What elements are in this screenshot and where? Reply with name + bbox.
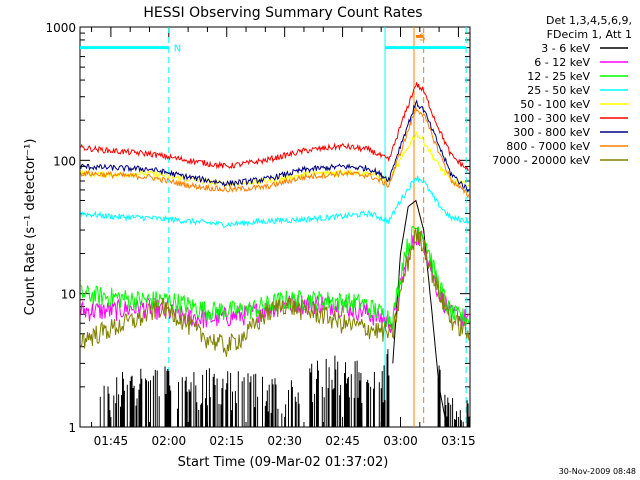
series-line bbox=[80, 225, 470, 330]
y-tick-label: 10 bbox=[61, 288, 76, 302]
series-trace bbox=[80, 227, 470, 357]
axis-ticks: 1 10 100 1000 01:45 02:00 02:15 02:30 02:45 03:00… bbox=[45, 21, 475, 448]
series-line bbox=[80, 106, 470, 199]
x-tick-label: 02:15 bbox=[209, 434, 244, 448]
series-trace bbox=[80, 99, 470, 194]
legend-item-label: 12 - 25 keV bbox=[527, 70, 590, 83]
series-group bbox=[80, 82, 470, 428]
legend-item-label: 7000 - 20000 keV bbox=[492, 154, 590, 167]
chart-title: HESSI Observing Summary Count Rates bbox=[143, 5, 422, 21]
series-line bbox=[392, 199, 448, 428]
legend-item-label: 6 - 12 keV bbox=[534, 56, 590, 69]
y-tick-label: 100 bbox=[53, 154, 76, 168]
legend-item-label: 100 - 300 keV bbox=[513, 112, 590, 125]
legend-item-label: 800 - 7000 keV bbox=[506, 140, 590, 153]
series-line bbox=[80, 227, 470, 357]
x-tick-label: 02:00 bbox=[152, 434, 187, 448]
x-tick-label: 03:00 bbox=[383, 434, 418, 448]
legend-item-label: 50 - 100 keV bbox=[520, 98, 590, 111]
legend-header-line-2: FDecim 1, Att 1 bbox=[547, 28, 632, 41]
annotation-label: S bbox=[419, 32, 425, 43]
x-tick-label: 02:45 bbox=[325, 434, 360, 448]
series-line bbox=[80, 229, 470, 333]
x-tick-label: 02:30 bbox=[267, 434, 302, 448]
x-axis-label: Start Time (09-Mar-02 01:37:02) bbox=[178, 455, 389, 470]
y-tick-label: 1 bbox=[68, 421, 76, 435]
legend: Det 1,3,4,5,6,9, FDecim 1, Att 1 3 - 6 k… bbox=[492, 14, 632, 167]
y-tick-label: 1000 bbox=[45, 21, 76, 35]
legend-item-label: 3 - 6 keV bbox=[541, 42, 590, 55]
annotation-label: N bbox=[174, 44, 181, 55]
series-spikes bbox=[99, 349, 470, 427]
annotations: NS bbox=[80, 27, 467, 427]
series-line bbox=[80, 82, 470, 171]
plot-frame bbox=[79, 26, 471, 428]
series-trace bbox=[80, 175, 470, 228]
series-trace bbox=[80, 229, 470, 333]
series-trace bbox=[80, 106, 470, 199]
y-axis-label: Count Rate (s⁻¹ detector⁻¹) bbox=[23, 139, 38, 316]
series-trace bbox=[80, 225, 470, 330]
series-trace bbox=[99, 199, 470, 428]
legend-item-label: 300 - 800 keV bbox=[513, 126, 590, 139]
plot-area: 1 10 100 1000 01:45 02:00 02:15 02:30 02:45 03:00… bbox=[45, 21, 475, 448]
legend-item-label: 25 - 50 keV bbox=[527, 84, 590, 97]
series-line bbox=[80, 175, 470, 228]
series-line bbox=[80, 99, 470, 194]
series-line bbox=[80, 130, 470, 189]
series-trace bbox=[80, 130, 470, 189]
footer-timestamp: 30-Nov-2009 08:48 bbox=[559, 467, 636, 476]
series-trace bbox=[80, 82, 470, 171]
legend-header-line-1: Det 1,3,4,5,6,9, bbox=[546, 14, 632, 27]
x-tick-label: 01:45 bbox=[94, 434, 129, 448]
x-tick-label: 03:15 bbox=[441, 434, 476, 448]
